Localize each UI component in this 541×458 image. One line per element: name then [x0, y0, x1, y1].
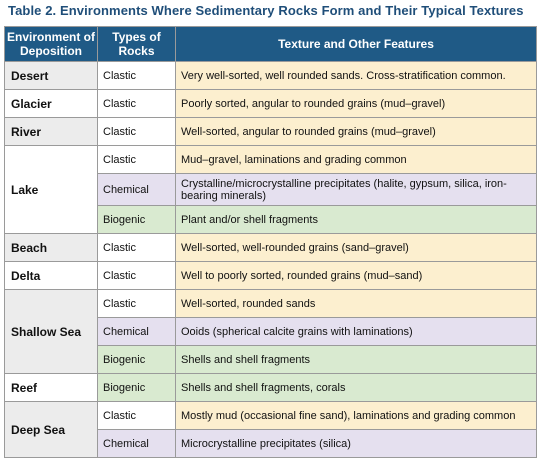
environment-cell: Glacier — [4, 89, 98, 118]
table-title: Table 2. Environments Where Sedimentary … — [8, 3, 524, 18]
header-types: Types of Rocks — [97, 26, 176, 62]
header-row: Environment of Deposition Types of Rocks… — [4, 26, 537, 62]
texture-cell: Well-sorted, rounded sands — [175, 289, 537, 318]
texture-cell: Well-sorted, well-rounded grains (sand–g… — [175, 233, 537, 262]
header-texture: Texture and Other Features — [175, 26, 537, 62]
texture-cell: Mud–gravel, laminations and grading comm… — [175, 145, 537, 174]
rock-type-cell: Chemical — [97, 173, 176, 206]
rock-type-cell: Clastic — [97, 145, 176, 174]
texture-cell: Plant and/or shell fragments — [175, 205, 537, 234]
rock-type-cell: Biogenic — [97, 373, 176, 402]
environment-cell: Reef — [4, 373, 98, 402]
environments-table: Environment of Deposition Types of Rocks… — [4, 26, 537, 458]
table-row: Chemical Crystalline/microcrystalline pr… — [5, 173, 537, 206]
environment-cell: Shallow Sea — [4, 289, 98, 374]
table-row: Biogenic Shells and shell fragments — [5, 345, 537, 374]
table-row: River Clastic Well-sorted, angular to ro… — [4, 117, 537, 146]
table-row: Lake Clastic Mud–gravel, laminations and… — [4, 145, 537, 234]
table-row: Glacier Clastic Poorly sorted, angular t… — [4, 89, 537, 118]
rock-type-cell: Clastic — [97, 233, 176, 262]
texture-cell: Ooids (spherical calcite grains with lam… — [175, 317, 537, 346]
environment-cell: Lake — [4, 145, 98, 234]
table-row: Beach Clastic Well-sorted, well-rounded … — [4, 233, 537, 262]
table-row: Deep Sea Clastic Mostly mud (occasional … — [4, 401, 537, 458]
environment-cell: Delta — [4, 261, 98, 290]
table-row: Chemical Microcrystalline precipitates (… — [5, 429, 537, 458]
rock-type-cell: Clastic — [97, 401, 176, 430]
texture-cell: Well to poorly sorted, rounded grains (m… — [175, 261, 537, 290]
environment-cell: Desert — [4, 61, 98, 90]
texture-cell: Crystalline/microcrystalline precipitate… — [175, 173, 537, 206]
texture-cell: Shells and shell fragments, corals — [175, 373, 537, 402]
table-row: Delta Clastic Well to poorly sorted, rou… — [4, 261, 537, 290]
environment-cell: Deep Sea — [4, 401, 98, 458]
texture-cell: Shells and shell fragments — [175, 345, 537, 374]
table-row: Desert Clastic Very well-sorted, well ro… — [4, 61, 537, 90]
rock-type-cell: Clastic — [97, 89, 176, 118]
texture-cell: Poorly sorted, angular to rounded grains… — [175, 89, 537, 118]
rock-type-cell: Clastic — [97, 289, 176, 318]
rock-type-cell: Chemical — [97, 429, 176, 458]
environment-cell: Beach — [4, 233, 98, 262]
rock-type-cell: Clastic — [97, 117, 176, 146]
texture-cell: Well-sorted, angular to rounded grains (… — [175, 117, 537, 146]
rock-type-cell: Biogenic — [97, 205, 176, 234]
texture-cell: Microcrystalline precipitates (silica) — [175, 429, 537, 458]
rock-type-cell: Chemical — [97, 317, 176, 346]
environment-cell: River — [4, 117, 98, 146]
rock-type-cell: Clastic — [97, 261, 176, 290]
header-environment: Environment of Deposition — [4, 26, 98, 62]
table-row: Reef Biogenic Shells and shell fragments… — [4, 373, 537, 402]
texture-cell: Mostly mud (occasional fine sand), lamin… — [175, 401, 537, 430]
table-row: Shallow Sea Clastic Well-sorted, rounded… — [4, 289, 537, 374]
rock-type-cell: Biogenic — [97, 345, 176, 374]
rock-type-cell: Clastic — [97, 61, 176, 90]
table-row: Biogenic Plant and/or shell fragments — [5, 205, 537, 234]
texture-cell: Very well-sorted, well rounded sands. Cr… — [175, 61, 537, 90]
